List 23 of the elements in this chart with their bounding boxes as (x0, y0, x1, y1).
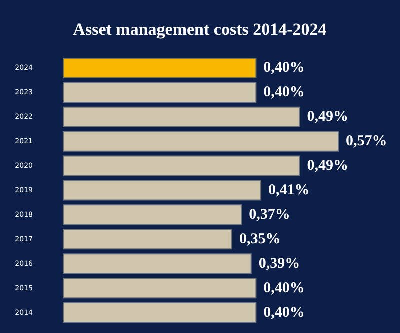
bar (63, 82, 257, 103)
data-label: 0,49% (307, 109, 349, 126)
bar (63, 156, 300, 176)
bar (63, 131, 339, 152)
chart-title: Asset management costs 2014-2024 (73, 20, 328, 39)
data-label: 0,39% (258, 256, 300, 272)
bar (63, 254, 252, 274)
data-label: 0,35% (239, 231, 281, 248)
data-label: 0,40% (264, 60, 305, 76)
bar (63, 106, 300, 128)
bar (63, 229, 232, 250)
bar (63, 302, 257, 324)
bar (63, 180, 262, 201)
data-label: 0,40% (264, 280, 305, 296)
bar (63, 278, 257, 299)
data-label: 0,40% (264, 304, 305, 321)
data-label: 0,49% (307, 158, 349, 174)
data-label: 0,40% (264, 84, 305, 101)
bar (63, 204, 242, 226)
bar (63, 58, 257, 78)
data-label: 0,41% (268, 182, 310, 198)
data-label: 0,37% (249, 206, 290, 223)
data-label: 0,57% (346, 134, 388, 150)
